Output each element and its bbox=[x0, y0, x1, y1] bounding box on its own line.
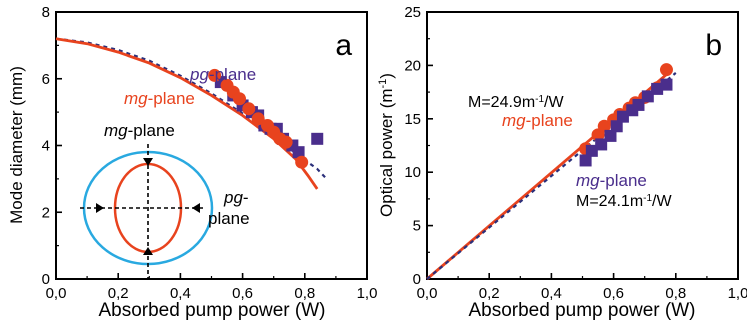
y-tick-label-b: 0 bbox=[413, 271, 421, 288]
square-marker bbox=[579, 154, 592, 167]
x-tick-label-b: 1,0 bbox=[728, 285, 747, 302]
arrow-down-icon bbox=[143, 158, 153, 166]
y-tick-label-a: 8 bbox=[42, 4, 50, 21]
square-marker bbox=[660, 78, 673, 91]
x-tick-label-b: 0,2 bbox=[479, 285, 500, 302]
x-tick-label-a: 0,0 bbox=[46, 285, 67, 302]
mg-plane-label-lower: mg-plane bbox=[576, 171, 647, 190]
slope-label-upper: M=24.9m-1/W bbox=[468, 94, 564, 112]
fit-line-a bbox=[55, 37, 328, 180]
square-marker bbox=[604, 129, 617, 142]
square-marker bbox=[595, 138, 608, 151]
ticks-b: 0,0 0,2 0,4 0,6 0,8 1,0 0 5 10 15 20 25 bbox=[404, 4, 747, 302]
square-marker bbox=[610, 120, 623, 133]
x-tick-label-a: 0,6 bbox=[232, 285, 253, 302]
circle-marker bbox=[208, 68, 222, 82]
mg-plane-label-upper: mg-plane bbox=[502, 111, 573, 130]
arrow-up-icon bbox=[143, 247, 153, 255]
y-axis-label-b: Optical power (m-1) bbox=[377, 73, 396, 217]
data-points-b bbox=[579, 63, 673, 167]
square-marker bbox=[585, 144, 598, 157]
mode-shape-inset: mg-plane pg- plane bbox=[80, 121, 250, 280]
fit-line-a bbox=[55, 37, 319, 190]
circle-marker bbox=[597, 119, 611, 133]
inset-mg-plane-label: mg-plane bbox=[104, 121, 175, 140]
slope-label-lower: M=24.1m-1/W bbox=[576, 193, 672, 211]
arrow-right-icon bbox=[96, 203, 104, 213]
circle-marker bbox=[251, 112, 265, 126]
inset-plane-label: plane bbox=[208, 209, 250, 228]
x-tick-label-b: 0,4 bbox=[541, 285, 562, 302]
circle-marker bbox=[242, 102, 256, 116]
panel-label-a: a bbox=[335, 29, 352, 62]
square-marker bbox=[641, 90, 654, 103]
y-tick-label-b: 10 bbox=[404, 164, 421, 181]
y-tick-label-b: 20 bbox=[404, 57, 421, 74]
plot-area-a bbox=[55, 11, 368, 280]
square-marker bbox=[651, 82, 664, 95]
y-tick-label-a: 2 bbox=[42, 204, 50, 221]
x-tick-label-a: 0,8 bbox=[294, 285, 315, 302]
y-tick-label-a: 0 bbox=[42, 271, 50, 288]
square-marker bbox=[311, 132, 324, 145]
square-marker bbox=[616, 110, 629, 123]
circle-marker bbox=[279, 135, 293, 149]
x-tick-label-b: 0,6 bbox=[603, 285, 624, 302]
pg-plane-label-a: pg-plane bbox=[189, 65, 256, 84]
panel-a: 0,0 0,2 0,4 0,6 0,8 1,0 0 2 4 6 8 a Mode diameter … bbox=[7, 4, 377, 321]
fit-line-b bbox=[426, 72, 677, 280]
data-points-a bbox=[208, 68, 324, 169]
circle-marker bbox=[659, 63, 673, 77]
inset-pg-label: pg- bbox=[223, 188, 249, 207]
ticks-a: 0,0 0,2 0,4 0,6 0,8 1,0 0 2 4 6 8 bbox=[42, 4, 378, 302]
mg-plane-label-a: mg-plane bbox=[124, 89, 195, 108]
square-marker bbox=[632, 98, 645, 111]
y-tick-label-b: 25 bbox=[404, 4, 421, 21]
y-tick-label-b: 5 bbox=[413, 218, 421, 235]
arrow-left-icon bbox=[192, 203, 200, 213]
circle-marker bbox=[232, 92, 246, 106]
x-tick-label-b: 0,8 bbox=[665, 285, 686, 302]
panel-label-b: b bbox=[705, 29, 722, 62]
x-tick-label-a: 0,2 bbox=[108, 285, 129, 302]
x-axis-label-b: Absorbed pump power (W) bbox=[468, 300, 695, 321]
y-tick-label-b: 15 bbox=[404, 111, 421, 128]
x-tick-label-a: 0,4 bbox=[170, 285, 191, 302]
x-tick-label-b: 0,0 bbox=[417, 285, 438, 302]
panel-b: 0,0 0,2 0,4 0,6 0,8 1,0 0 5 10 15 20 25 b Optical p… bbox=[377, 4, 747, 321]
y-tick-label-a: 6 bbox=[42, 71, 50, 88]
circle-marker bbox=[295, 155, 309, 169]
square-marker bbox=[292, 146, 305, 159]
x-tick-label-a: 1,0 bbox=[357, 285, 378, 302]
x-axis-label-a: Absorbed pump power (W) bbox=[98, 300, 325, 321]
y-tick-label-a: 4 bbox=[42, 138, 50, 155]
y-axis-label-a: Mode diameter (mm) bbox=[7, 66, 26, 224]
